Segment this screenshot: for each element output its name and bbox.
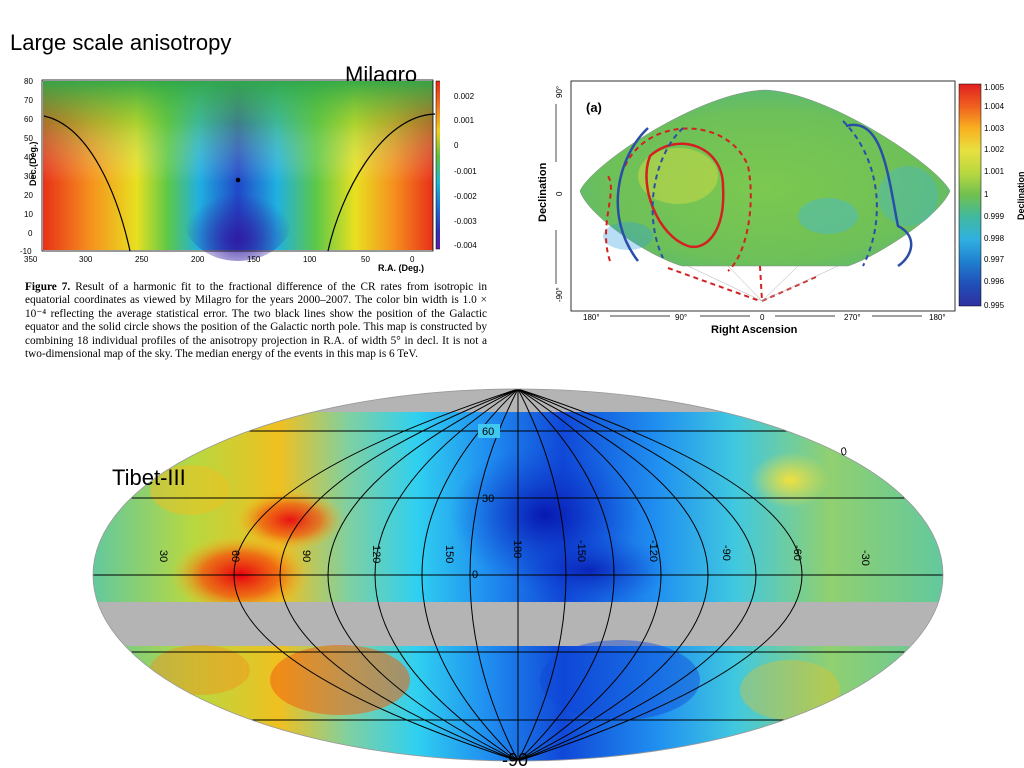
milagro-ytick: 40	[24, 153, 33, 162]
tibet-lon-label: -60	[791, 545, 803, 561]
milagro-ytick: 20	[24, 191, 33, 200]
panel-a-dec-top: 90°	[555, 86, 564, 98]
caption-lead: Figure 7.	[25, 281, 71, 293]
tibet-lon-label: -30	[859, 550, 871, 566]
tibet-lon-label: 90	[300, 550, 312, 562]
milagro-y-ticks: 80 70 60 50 40 30 20 10 0 -10	[20, 77, 33, 256]
milagro-ytick: 70	[24, 96, 33, 105]
milagro-ytick: 0	[28, 229, 33, 238]
panel-a-cbar-tick: 1.002	[984, 145, 1005, 154]
milagro-xtick: 0	[410, 255, 415, 264]
tibet-lon-label: 30	[157, 550, 169, 562]
milagro-ytick: 30	[24, 172, 33, 181]
panel-a-cbar-tick: 0.995	[984, 301, 1005, 310]
milagro-ytick: 50	[24, 134, 33, 143]
tibet-bottom-label: -90	[502, 750, 528, 768]
panel-a-dec-mid: 0	[555, 191, 564, 196]
panel-a-cbar-tick: 0.999	[984, 212, 1005, 221]
milagro-xtick: 50	[361, 255, 370, 264]
milagro-cbar-tick: -0.002	[454, 192, 477, 201]
milagro-ytick: -10	[20, 247, 32, 256]
panel-a-cbar-tick: 0.997	[984, 255, 1005, 264]
milagro-xtick: 200	[191, 255, 205, 264]
panel-a-cbar-tick: 1.005	[984, 83, 1005, 92]
panel-a-cbar-tick: 0.996	[984, 277, 1005, 286]
milagro-cbar-tick: -0.004	[454, 241, 477, 250]
slide-title: Large scale anisotropy	[10, 30, 232, 55]
panel-a-ra-tick: 270°	[844, 313, 861, 322]
panel-a-ra-tick: 180°	[929, 313, 946, 322]
milagro-cbar-tick: -0.003	[454, 217, 477, 226]
tibet-lat-label: 0	[472, 569, 478, 581]
panel-a-dec-bottom: -90°	[555, 287, 564, 302]
figure-caption: Figure 7. Result of a harmonic fit to th…	[25, 281, 487, 361]
milagro-ytick: 80	[24, 77, 33, 86]
tibet-lon-label: 150	[443, 545, 455, 563]
milagro-ytick: 10	[24, 210, 33, 219]
panel-a-y-axis-label: Declination	[537, 162, 549, 222]
panel-a-map: (a)	[570, 80, 982, 312]
panel-a-ra-tick: 180°	[583, 313, 600, 322]
tibet-lon-label: 60	[229, 550, 241, 562]
panel-a-cbar-title: Declination	[1016, 171, 1024, 220]
panel-a-ra-tick: 0	[760, 313, 765, 322]
milagro-xtick: 300	[79, 255, 93, 264]
tibet-label: Tibet-III	[112, 465, 186, 490]
milagro-ytick: 60	[24, 115, 33, 124]
panel-a-cbar-tick: 1	[984, 190, 989, 199]
caption-text: Result of a harmonic fit to the fraction…	[25, 281, 487, 361]
milagro-cbar-tick: -0.001	[454, 167, 477, 176]
milagro-x-axis-label: R.A. (Deg.)	[378, 263, 424, 273]
panel-a-cbar-tick: 1.001	[984, 167, 1005, 176]
tibet-lon-label: -90	[720, 545, 732, 561]
tibet-lon-label: -120	[647, 540, 659, 562]
milagro-map: 80 70 60 50 40 30 20 10 0 -10	[20, 77, 440, 261]
panel-a-x-axis-label: Right Ascension	[711, 324, 798, 336]
milagro-xtick: 150	[247, 255, 261, 264]
panel-a-label: (a)	[586, 100, 602, 115]
panel-a-ra-tick: 90°	[675, 313, 687, 322]
tibet-lat-label: 60	[482, 426, 494, 438]
tibet-top-right-label: 0	[839, 445, 850, 459]
milagro-cbar-tick: 0.002	[454, 92, 475, 101]
panel-a-cbar-tick: 1.004	[984, 102, 1005, 111]
tibet-lon-label: -150	[575, 540, 587, 562]
milagro-cbar-tick: 0	[454, 141, 459, 150]
milagro-y-axis-label: Dec.(Deg.)	[28, 141, 38, 186]
tibet-lon-label: 180	[511, 540, 523, 558]
panel-a-cbar-tick: 1.003	[984, 124, 1005, 133]
tibet-lat-label: 30	[482, 493, 494, 505]
milagro-xtick: 100	[303, 255, 317, 264]
panel-a-cbar-tick: 0.998	[984, 234, 1005, 243]
milagro-xtick: 250	[135, 255, 149, 264]
milagro-cbar-tick: 0.001	[454, 116, 475, 125]
tibet-map: 60 30 0 30 60 90 120 150 180 -150 -120 -…	[92, 388, 944, 768]
milagro-xtick: 350	[24, 255, 38, 264]
tibet-lon-label: 120	[370, 545, 382, 563]
